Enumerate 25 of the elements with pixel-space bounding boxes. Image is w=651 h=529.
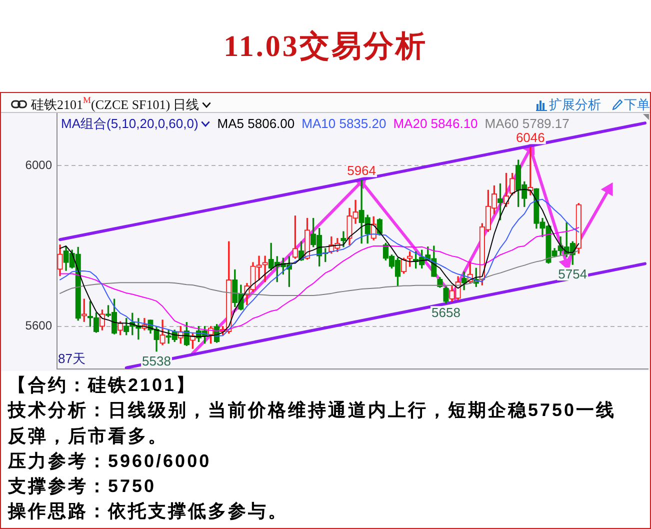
text: MA60 5789.17	[484, 116, 570, 131]
text: MA10 5835.20	[302, 116, 386, 131]
annotation: 6046	[516, 130, 545, 146]
annotation: 87天	[58, 351, 86, 366]
text: 技术分析：日线级别，当前价格维持通道内上行，短期企稳5750一线反弹，后市看多。	[8, 399, 618, 448]
text: 【合约：硅铁2101】	[8, 374, 198, 397]
text: 下单	[624, 97, 650, 112]
text: MA5 5806.00	[217, 116, 295, 131]
annotation: 5754	[558, 266, 588, 282]
annotation: 5538	[142, 353, 171, 368]
candlestick	[262, 256, 268, 282]
text: 操作思路：依托支撑低多参与。	[8, 500, 289, 524]
legend-title: MA组合(5,10,20,0,60,0)	[61, 116, 198, 131]
point	[600, 182, 613, 196]
text: 压力参考：5960/6000	[8, 450, 212, 473]
text: 扩展分析	[549, 97, 601, 112]
chart-subtitle: 硅铁2101$^{M}$(CZCE SF101)	[31, 95, 170, 112]
y-tick-label: 6000	[25, 158, 52, 172]
text: 支撑参考：5750	[8, 475, 158, 498]
annotation: 5658	[432, 305, 460, 320]
text: MA20 5846.10	[393, 116, 478, 131]
chart-title: 11.03交易分析	[222, 29, 428, 65]
text: 日线	[173, 97, 199, 112]
y-tick-label: 5600	[25, 318, 52, 333]
annotation: 5964	[347, 163, 376, 178]
